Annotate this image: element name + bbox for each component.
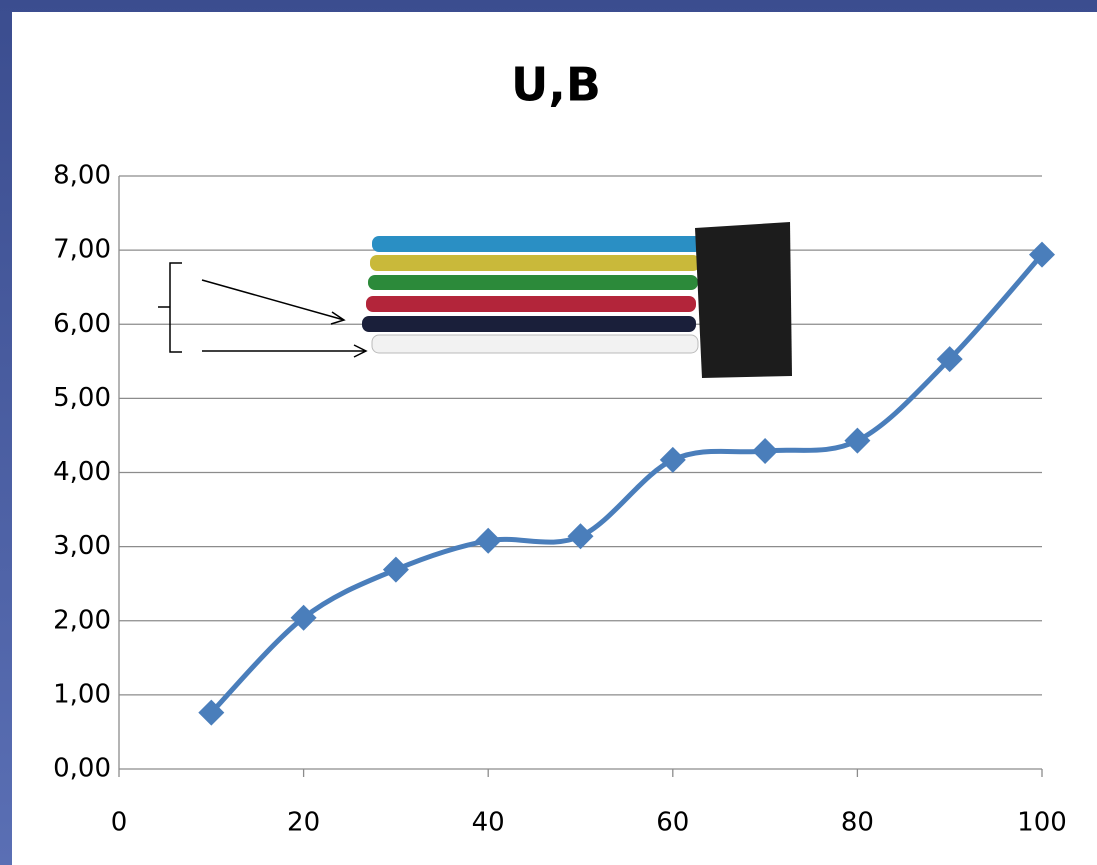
x-tick-label: 80 [841,808,874,838]
y-tick-label: 0,00 [53,754,111,784]
y-tick-label: 4,00 [53,457,111,487]
y-tick-label: 7,00 [53,235,111,265]
y-tick-label: 5,00 [53,383,111,413]
chart-title: U,B [511,58,601,112]
page: {"chart_data": {"type": "line", "title":… [0,0,1097,865]
y-tick-label: 2,00 [53,605,111,635]
x-tick-label: 100 [1017,808,1067,838]
y-tick-label: 1,00 [53,679,111,709]
x-tick-label: 20 [287,808,320,838]
x-tick-label: 60 [656,808,689,838]
x-tick-label: 0 [111,808,128,838]
x-tick-label: 40 [472,808,505,838]
y-tick-label: 8,00 [53,161,111,191]
chart-area [12,12,1097,865]
y-tick-label: 3,00 [53,531,111,561]
chart: U,B 0,00 1,00 2,00 3,00 4,00 5,00 6,00 7,00 8,00… [0,0,1097,865]
y-tick-label: 6,00 [53,309,111,339]
